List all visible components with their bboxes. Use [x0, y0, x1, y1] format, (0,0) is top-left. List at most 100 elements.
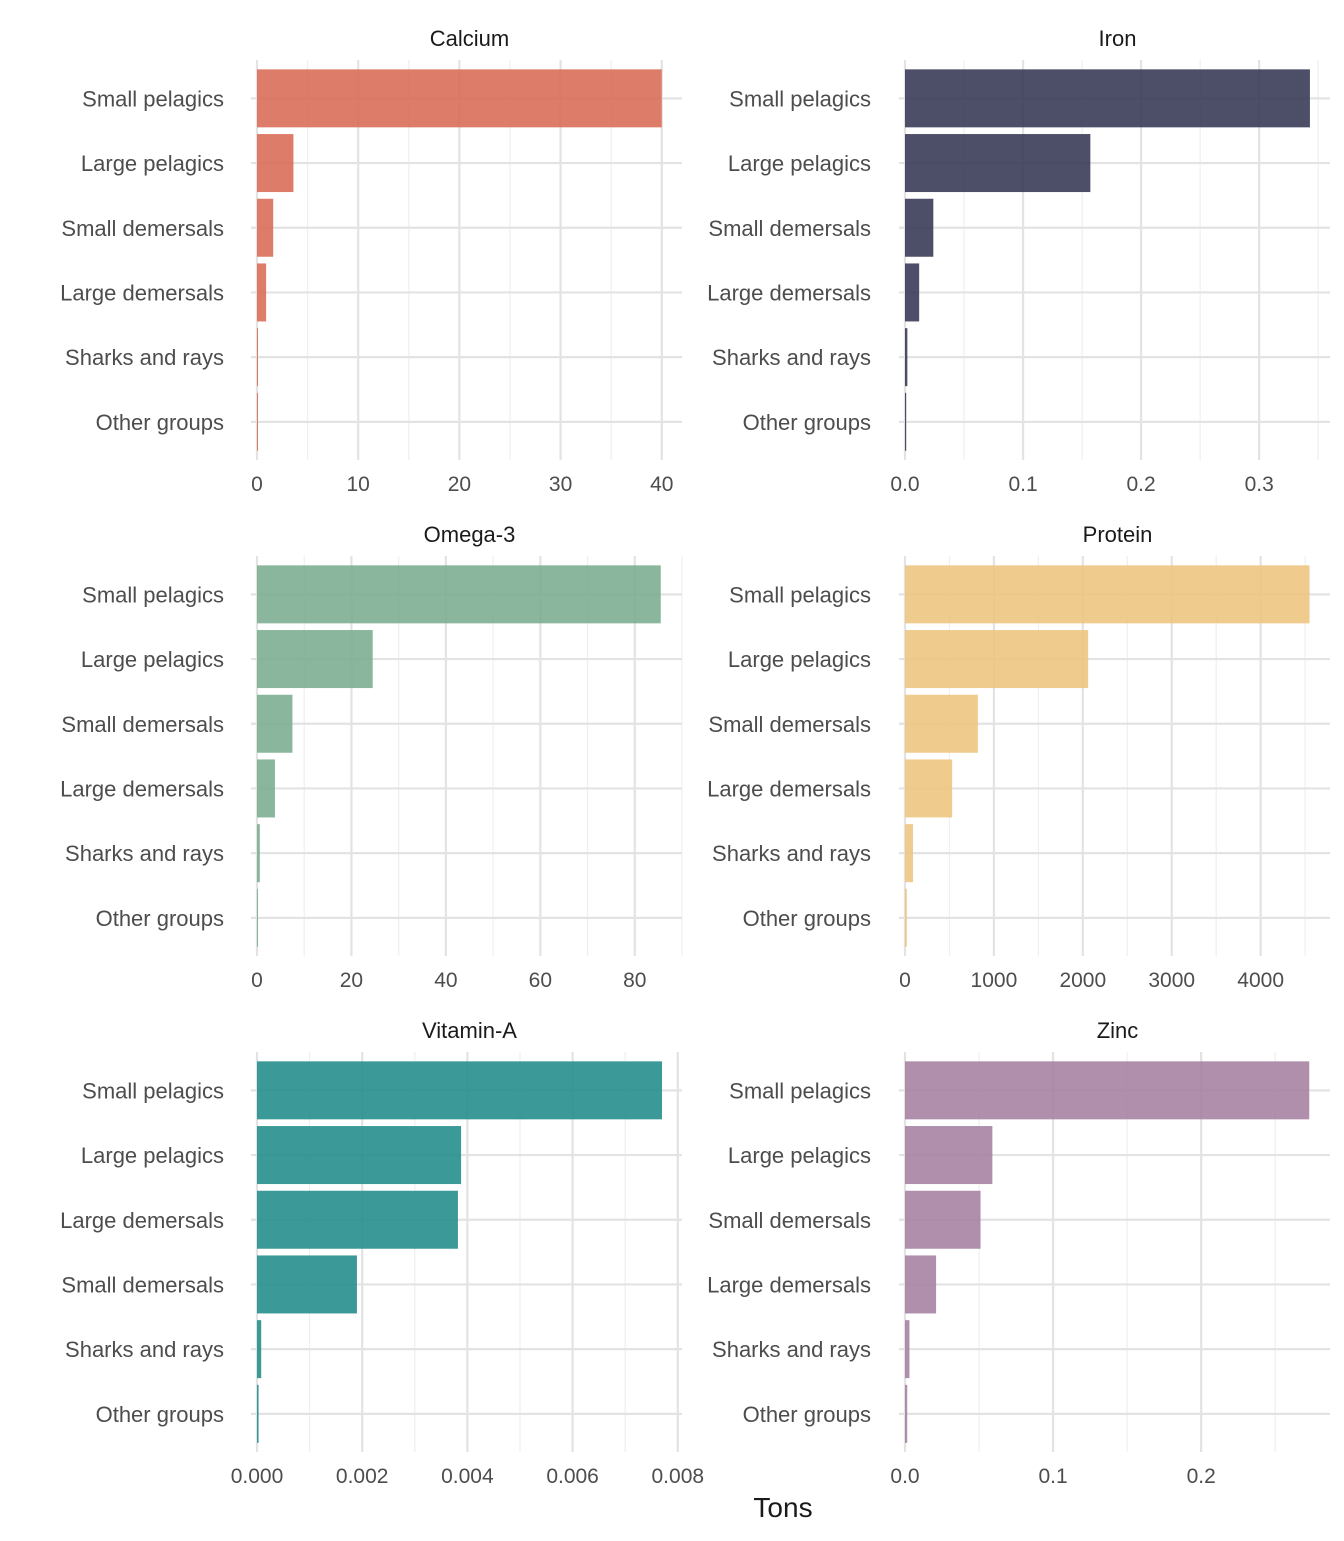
- category-label-other-groups: Other groups: [96, 1402, 224, 1427]
- category-label-large-pelagics: Large pelagics: [81, 1143, 224, 1168]
- category-label-other-groups: Other groups: [743, 1402, 871, 1427]
- tick-label-zinc: 0.2: [1187, 1465, 1216, 1488]
- category-label-other-groups: Other groups: [96, 410, 224, 435]
- category-label-small-pelagics: Small pelagics: [729, 1078, 871, 1103]
- bar-iron-other-groups: [905, 392, 907, 451]
- category-label-small-pelagics: Small pelagics: [82, 86, 224, 111]
- tick-label-omega-3: 60: [529, 969, 552, 992]
- x-axis-title: Tons: [753, 1492, 812, 1523]
- facet-protein: Protein Small pelagics Large pelagics Small…: [707, 522, 1330, 992]
- category-label-large-pelagics: Large pelagics: [728, 151, 871, 176]
- facet-zinc: Zinc Small pelagics Large pelagics Small de…: [707, 1018, 1330, 1488]
- bar-vitamin-a-large-pelagics: [257, 1126, 462, 1185]
- bar-iron-large-demersals: [905, 263, 920, 322]
- tick-label-protein: 0: [899, 969, 911, 992]
- tick-label-vitamin-a: 0.006: [546, 1465, 599, 1488]
- bar-zinc-large-demersals: [905, 1255, 937, 1314]
- bar-protein-small-demersals: [905, 694, 978, 753]
- tick-label-zinc: 0.0: [890, 1465, 919, 1488]
- bar-calcium-small-pelagics: [257, 69, 662, 128]
- facet-iron: Iron Small pelagics Large pelagics Small de…: [707, 26, 1330, 496]
- bar-protein-sharks-and-rays: [905, 824, 914, 883]
- category-label-sharks-and-rays: Sharks and rays: [65, 345, 224, 370]
- bar-vitamin-a-small-demersals: [257, 1255, 357, 1314]
- facet-vitamin-a: Vitamin-A Small pelagics Large pelagics Lar…: [60, 1018, 704, 1488]
- tick-label-zinc: 0.1: [1038, 1465, 1067, 1488]
- tick-label-calcium: 10: [347, 473, 370, 496]
- tick-label-omega-3: 20: [340, 969, 363, 992]
- bar-protein-large-pelagics: [905, 630, 1089, 689]
- facet-title-omega-3: Omega-3: [424, 522, 516, 547]
- tick-label-calcium: 30: [549, 473, 572, 496]
- category-label-sharks-and-rays: Sharks and rays: [65, 841, 224, 866]
- bar-calcium-other-groups: [257, 392, 258, 451]
- tick-label-vitamin-a: 0.002: [336, 1465, 389, 1488]
- category-label-large-demersals: Large demersals: [60, 776, 224, 801]
- tick-label-omega-3: 0: [251, 969, 263, 992]
- facets-layer: Calcium Small pelagics Large pelagics Small…: [60, 26, 1330, 1488]
- bar-zinc-small-demersals: [905, 1190, 981, 1249]
- bar-zinc-other-groups: [905, 1384, 908, 1443]
- bar-calcium-sharks-and-rays: [257, 328, 259, 387]
- category-label-small-demersals: Small demersals: [61, 712, 224, 737]
- category-label-large-pelagics: Large pelagics: [81, 151, 224, 176]
- bar-vitamin-a-other-groups: [257, 1384, 259, 1443]
- category-label-large-demersals: Large demersals: [707, 776, 871, 801]
- facet-title-vitamin-a: Vitamin-A: [422, 1018, 517, 1043]
- bar-calcium-small-demersals: [257, 198, 274, 257]
- category-label-large-demersals: Large demersals: [60, 1208, 224, 1233]
- tick-label-calcium: 20: [448, 473, 471, 496]
- category-label-small-demersals: Small demersals: [708, 216, 871, 241]
- bar-omega-3-other-groups: [257, 888, 258, 947]
- bar-omega-3-small-demersals: [257, 694, 293, 753]
- category-label-small-pelagics: Small pelagics: [82, 582, 224, 607]
- tick-label-protein: 1000: [971, 969, 1018, 992]
- category-label-small-pelagics: Small pelagics: [729, 582, 871, 607]
- tick-label-vitamin-a: 0.004: [441, 1465, 494, 1488]
- bar-calcium-large-pelagics: [257, 134, 294, 193]
- bar-iron-small-demersals: [905, 198, 934, 257]
- facet-title-iron: Iron: [1099, 26, 1137, 51]
- facet-title-protein: Protein: [1083, 522, 1153, 547]
- bar-zinc-sharks-and-rays: [905, 1320, 910, 1379]
- bar-vitamin-a-sharks-and-rays: [257, 1320, 262, 1379]
- category-label-sharks-and-rays: Sharks and rays: [65, 1337, 224, 1362]
- bar-omega-3-sharks-and-rays: [257, 824, 260, 883]
- bar-protein-large-demersals: [905, 759, 953, 818]
- tick-label-calcium: 40: [650, 473, 673, 496]
- facet-omega-3: Omega-3 Small pelagics Large pelagics Small…: [60, 522, 683, 992]
- category-label-other-groups: Other groups: [743, 906, 871, 931]
- facet-title-calcium: Calcium: [430, 26, 509, 51]
- bar-zinc-large-pelagics: [905, 1126, 993, 1185]
- category-label-sharks-and-rays: Sharks and rays: [712, 1337, 871, 1362]
- bar-iron-sharks-and-rays: [905, 328, 908, 387]
- bar-omega-3-small-pelagics: [257, 565, 661, 624]
- bar-omega-3-large-demersals: [257, 759, 275, 818]
- tick-label-iron: 0.0: [890, 473, 919, 496]
- bar-vitamin-a-large-demersals: [257, 1190, 458, 1249]
- category-label-large-pelagics: Large pelagics: [728, 1143, 871, 1168]
- category-label-small-demersals: Small demersals: [61, 1272, 224, 1297]
- bar-protein-small-pelagics: [905, 565, 1310, 624]
- tick-label-calcium: 0: [251, 473, 263, 496]
- tick-label-iron: 0.3: [1245, 473, 1274, 496]
- bar-protein-other-groups: [905, 888, 907, 947]
- category-label-large-demersals: Large demersals: [707, 280, 871, 305]
- tick-label-protein: 4000: [1237, 969, 1284, 992]
- bar-iron-large-pelagics: [905, 134, 1091, 193]
- tick-label-protein: 2000: [1059, 969, 1106, 992]
- bar-vitamin-a-small-pelagics: [257, 1061, 663, 1120]
- category-label-other-groups: Other groups: [743, 410, 871, 435]
- category-label-large-pelagics: Large pelagics: [81, 647, 224, 672]
- tick-label-iron: 0.2: [1127, 473, 1156, 496]
- category-label-small-pelagics: Small pelagics: [729, 86, 871, 111]
- category-label-small-demersals: Small demersals: [708, 1208, 871, 1233]
- tick-label-protein: 3000: [1148, 969, 1195, 992]
- tick-label-omega-3: 80: [623, 969, 646, 992]
- category-label-small-demersals: Small demersals: [61, 216, 224, 241]
- bar-calcium-large-demersals: [257, 263, 267, 322]
- bar-iron-small-pelagics: [905, 69, 1310, 128]
- category-label-other-groups: Other groups: [96, 906, 224, 931]
- bar-omega-3-large-pelagics: [257, 630, 373, 689]
